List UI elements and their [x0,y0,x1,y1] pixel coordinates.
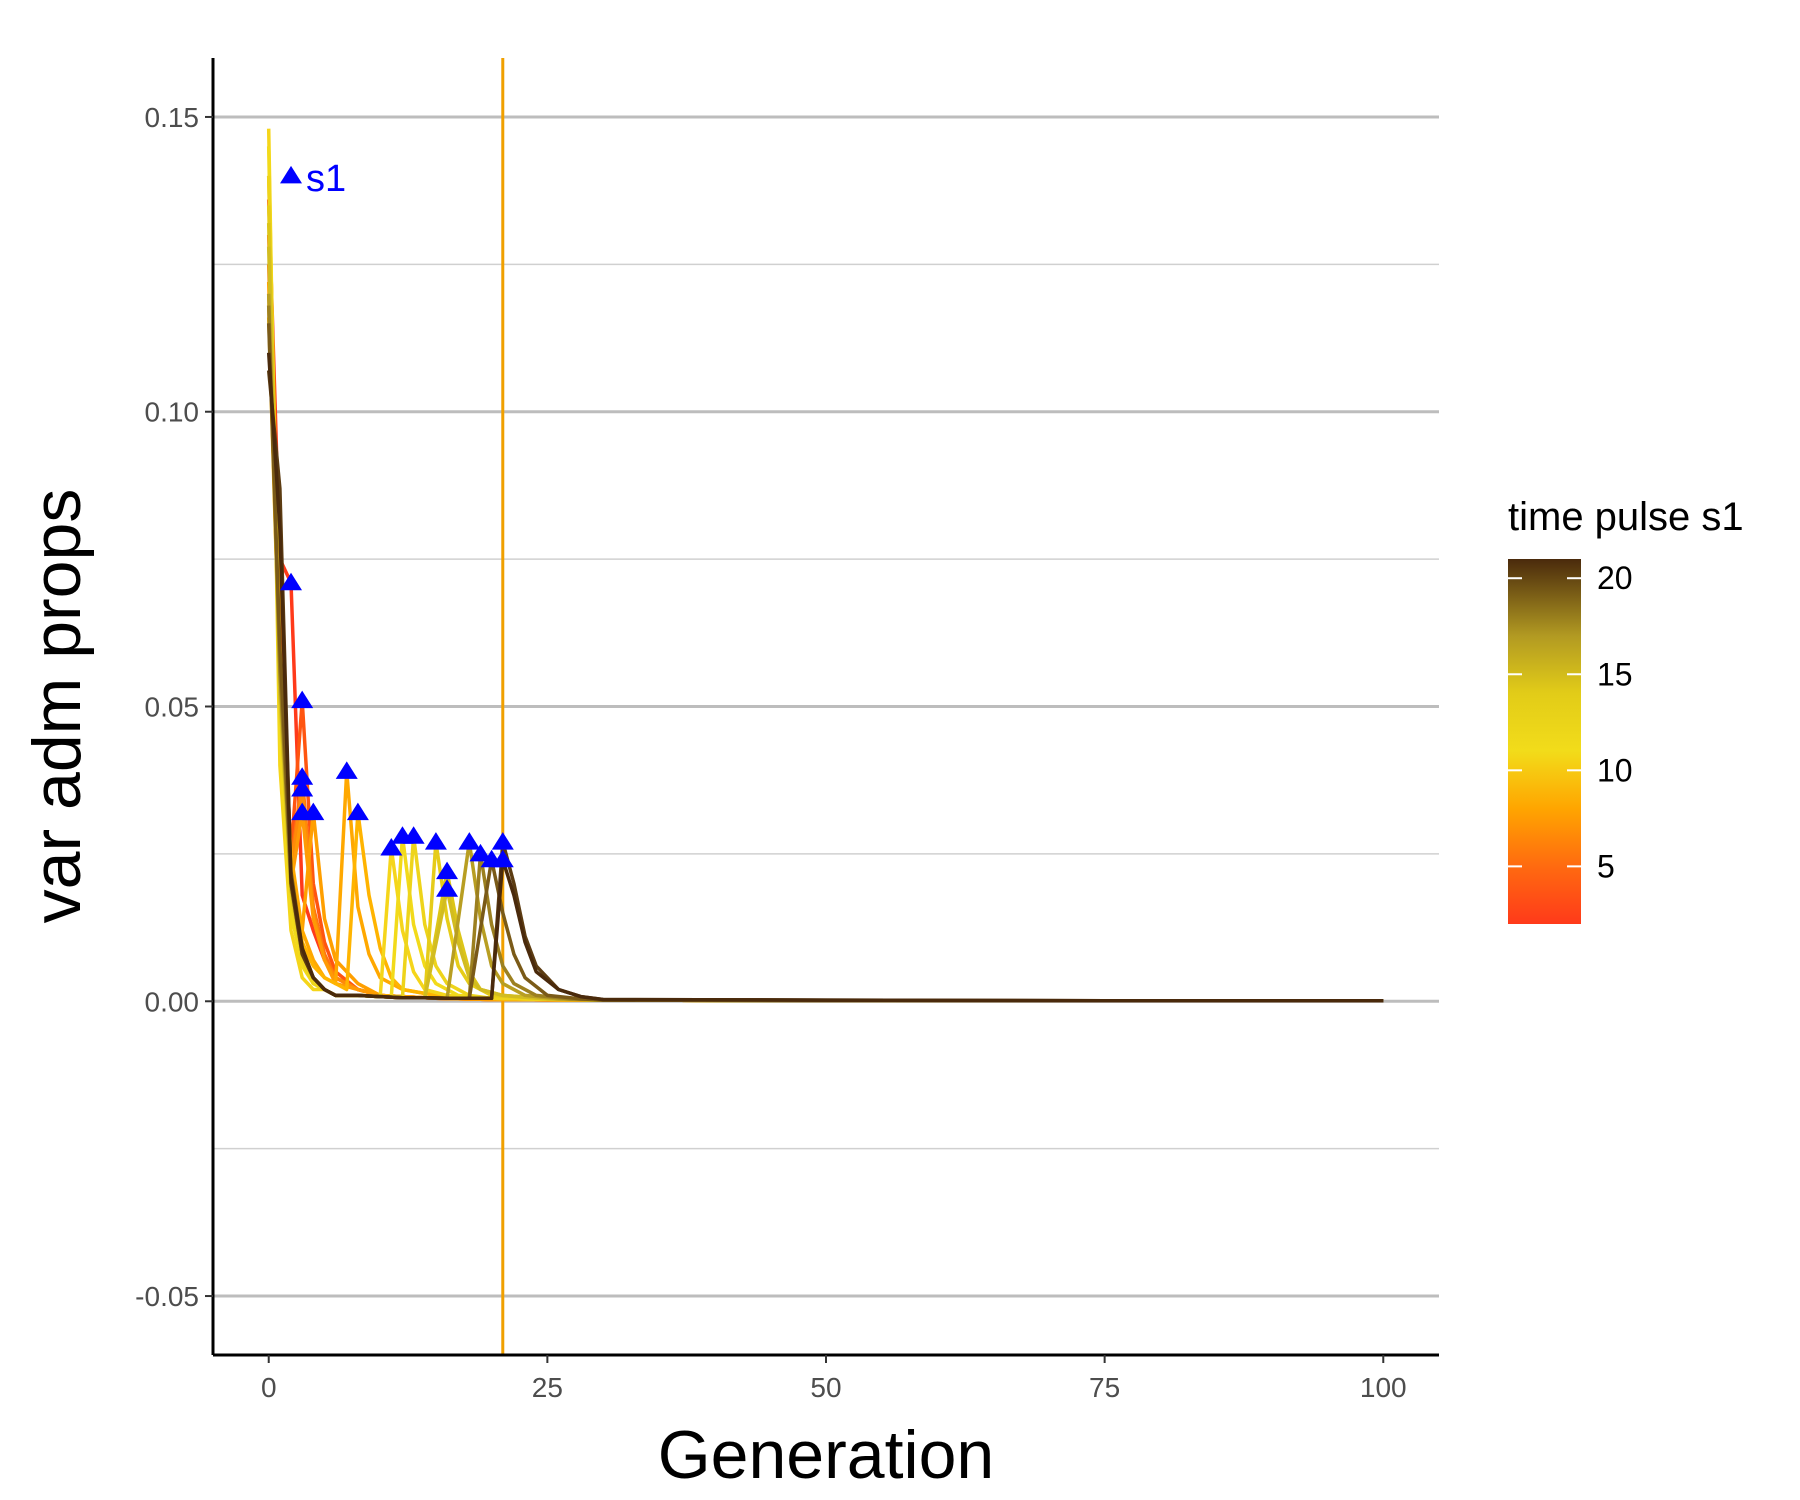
series-line-8 [266,128,1384,1003]
peak-marker-7 [346,802,369,821]
series-line-4 [266,305,1384,1003]
peak-marker-12 [436,861,459,880]
peak-marker-6 [335,761,358,779]
y-tick-label: 0.00 [145,986,200,1017]
annotation: s1 [280,158,346,200]
series-lines [266,128,1384,1003]
peak-marker-18 [491,849,514,868]
annotation-label: s1 [306,158,346,200]
legend: time pulse s1 5 10 15 20 [1508,495,1744,924]
y-tick-label: -0.05 [135,1281,199,1312]
series-line-17 [266,370,1384,1003]
series-line-14 [266,293,1384,1003]
x-axis-title: Generation [658,1417,994,1493]
series-line-13 [266,246,1384,1003]
peak-marker-3 [291,779,314,797]
peak-marker-10 [402,826,425,844]
legend-colorbar [1508,559,1581,924]
series-line-6 [266,175,1384,1003]
y-tick-label: 0.05 [145,692,200,723]
annotation-marker [280,165,303,184]
grid-lines [213,115,1439,1298]
peak-markers [280,572,514,897]
series-line-2 [266,264,1384,1003]
peak-marker-17 [491,832,514,850]
legend-tick-label: 20 [1597,560,1633,596]
y-tick-label: 0.10 [145,397,200,428]
series-line-7 [266,317,1384,1003]
series-line-5 [266,281,1384,1003]
peak-marker-13 [436,879,459,897]
series-line-12 [266,223,1384,1003]
peak-marker-1 [291,690,314,709]
legend-ticks: 5 10 15 20 [1508,560,1633,884]
peak-marker-8 [380,837,403,856]
series-line-15 [266,305,1384,1003]
legend-title: time pulse s1 [1508,495,1744,539]
series-line-9 [266,146,1384,1003]
series-line-0 [266,199,1384,1003]
series-line-18 [266,352,1384,1003]
peak-marker-15 [469,843,492,862]
y-axis-ticks: -0.05 0.00 0.05 0.10 0.15 [135,102,213,1312]
series-line-10 [266,175,1384,1003]
series-line-11 [266,205,1384,1003]
y-tick-label: 0.15 [145,102,200,133]
peak-marker-11 [424,832,447,850]
legend-tick-label: 5 [1597,848,1615,884]
x-tick-label: 75 [1089,1372,1120,1403]
peak-marker-0 [280,572,303,591]
x-tick-label: 50 [810,1372,841,1403]
x-tick-label: 25 [532,1372,563,1403]
peak-marker-2 [291,767,314,785]
x-axis-ticks: 0 25 50 75 100 [261,1355,1407,1403]
legend-tick-label: 10 [1597,752,1633,788]
series-line-16 [266,323,1384,1003]
x-tick-label: 100 [1360,1372,1407,1403]
series-line-1 [266,234,1384,1003]
x-tick-label: 0 [261,1372,277,1403]
peak-marker-14 [458,832,481,850]
peak-marker-5 [302,802,325,821]
legend-tick-label: 15 [1597,656,1633,692]
series-line-3 [266,293,1384,1003]
y-axis-title: var adm props [19,489,95,924]
